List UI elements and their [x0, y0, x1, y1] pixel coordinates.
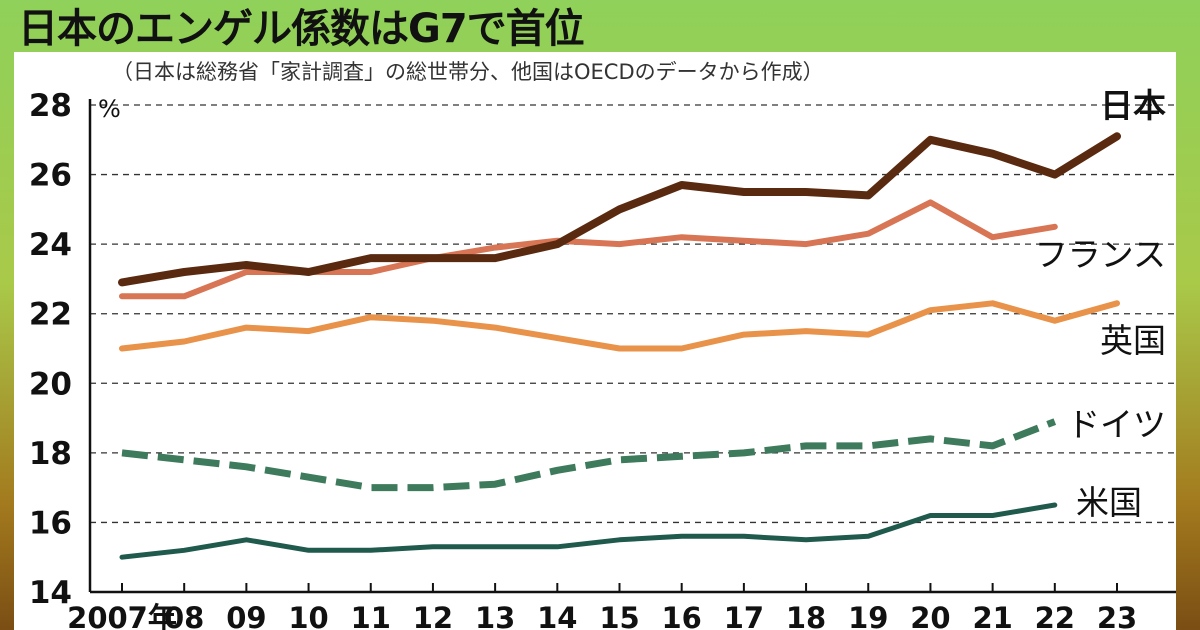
y-tick-label: 14 [29, 575, 72, 611]
series-label: フランス [1035, 235, 1166, 274]
x-tick-label: 14 [537, 601, 577, 630]
y-tick-label: 26 [29, 158, 72, 194]
series-line [118, 132, 1121, 287]
x-tick-label: 15 [599, 601, 639, 630]
x-tick-label: 19 [848, 601, 888, 630]
series-label: 日本 [1100, 86, 1166, 125]
series-line [119, 300, 1120, 352]
x-tick-label: 11 [351, 601, 391, 630]
x-tick-label: 10 [288, 601, 328, 630]
y-tick-label: 28 [29, 88, 72, 124]
grid-lines [88, 99, 1176, 594]
y-tick-label: 22 [29, 297, 72, 333]
x-tick-label: 23 [1097, 601, 1137, 630]
y-tick-label: 20 [29, 366, 72, 402]
x-tick-label: 08 [164, 601, 204, 630]
y-tick-label: 18 [29, 436, 72, 472]
series-label: 米国 [1076, 483, 1142, 522]
y-axis-ticks: 14 16 18 20 22 24 26 28 [29, 88, 72, 611]
x-tick-label: 2007年 [67, 601, 177, 630]
series-line [119, 199, 1058, 300]
x-tick-label: 16 [662, 601, 702, 630]
x-tick-label: 20 [910, 601, 950, 630]
x-tick-label: 12 [413, 601, 453, 630]
series-line [121, 418, 1057, 492]
x-tick-label: 13 [475, 601, 515, 630]
x-tick-label: 09 [226, 601, 266, 630]
chart-title: 日本のエンゲル係数はG7で首位 [18, 6, 585, 52]
series-label: 英国 [1100, 321, 1166, 360]
x-tick-label: 17 [724, 601, 764, 630]
chart-subtitle: （日本は総務省「家計調査」の総世帯分、他国はOECDのデータから作成） [112, 60, 824, 84]
series-label: ドイツ [1067, 405, 1166, 444]
x-tick-label: 22 [1035, 601, 1075, 630]
x-tick-label: 18 [786, 601, 826, 630]
series-line [119, 502, 1058, 560]
y-unit-label: % [98, 95, 121, 123]
y-tick-label: 24 [29, 227, 72, 263]
x-tick-label: 21 [972, 601, 1012, 630]
y-tick-label: 16 [29, 505, 72, 541]
series-lines [118, 132, 1121, 560]
